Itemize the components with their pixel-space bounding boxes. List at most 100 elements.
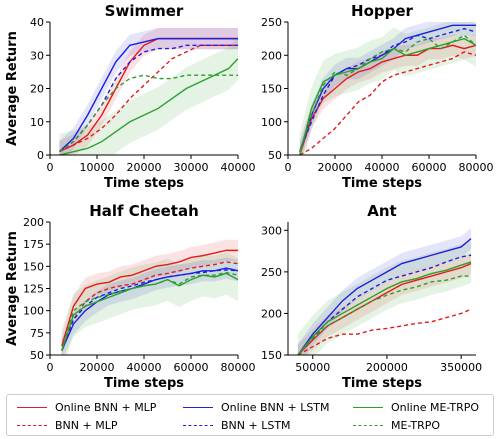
- series-line-online-bnn-mlp: [61, 249, 238, 347]
- chart-title: Swimmer: [105, 2, 184, 20]
- x-tick-label: 60000: [412, 161, 447, 174]
- series-line-me-trpo: [58, 74, 238, 153]
- legend-item-online-bnn-lstm: Online BNN + LSTM: [183, 398, 330, 416]
- plot-area: [297, 227, 472, 355]
- legend-label: Online ME-TRPO: [391, 400, 480, 414]
- band-online-bnn-mlp: [297, 252, 472, 355]
- series-line-online-bnn-lstm: [61, 267, 238, 351]
- plot-area: [58, 27, 238, 155]
- x-tick-label: 20000: [80, 361, 115, 374]
- chart-title: Ant: [367, 202, 396, 220]
- x-tick-label: 20000: [127, 161, 162, 174]
- y-tick-label: 150: [261, 349, 282, 362]
- legend-swatch-online-bnn-lstm: [183, 406, 213, 408]
- x-axis-label: Time steps: [104, 376, 184, 391]
- x-tick-label: 30000: [174, 161, 209, 174]
- plot-area: [61, 239, 238, 355]
- y-axis-label: Average Return: [5, 31, 20, 146]
- series-line-online-me-trpo: [297, 261, 472, 355]
- band-online-me-trpo: [299, 22, 476, 155]
- legend-swatch-bnn-lstm: [183, 424, 213, 426]
- y-tick-label: 20: [30, 83, 44, 96]
- series-line-online-me-trpo: [61, 272, 238, 351]
- y-tick-label: 50: [268, 149, 282, 162]
- x-tick-label: 50000: [295, 361, 330, 374]
- x-axis-label: Time steps: [342, 376, 422, 391]
- legend: Online BNN + MLP BNN + MLP Online BNN + …: [6, 394, 494, 436]
- legend-label: Online BNN + LSTM: [221, 400, 330, 414]
- chart-panel-half-cheetah: 50 75 100 125 150 175 200 0 20000 40000 60000 80000…: [5, 202, 256, 391]
- legend-swatch-online-bnn-mlp: [17, 406, 47, 408]
- band-online-bnn-lstm: [299, 22, 476, 155]
- x-tick-label: 0: [285, 161, 292, 174]
- y-axis-label: Average Return: [5, 231, 20, 346]
- series-line-online-bnn-lstm: [58, 37, 238, 153]
- y-tick-label: 30: [30, 49, 44, 62]
- x-tick-label: 10000: [80, 161, 115, 174]
- x-tick-label: 80000: [221, 361, 256, 374]
- legend-item-bnn-lstm: BNN + LSTM: [183, 416, 291, 434]
- chart-title: Half Cheetah: [89, 202, 199, 220]
- y-tick-label: 50: [30, 349, 44, 362]
- x-tick-label: 40000: [365, 161, 400, 174]
- series-line-bnn-mlp: [299, 51, 476, 155]
- y-tick-label: 150: [261, 83, 282, 96]
- legend-label: Online BNN + MLP: [55, 400, 157, 414]
- series-line-bnn-mlp: [61, 261, 238, 351]
- y-tick-label: 175: [23, 238, 44, 251]
- y-tick-label: 200: [261, 49, 282, 62]
- y-tick-label: 100: [23, 305, 44, 318]
- series-line-online-me-trpo: [59, 58, 238, 155]
- y-tick-label: 125: [23, 283, 44, 296]
- legend-item-me-trpo: ME-TRPO: [353, 416, 440, 434]
- chart-panel-swimmer: 0 10 20 30 40 0 10000 20000 30000 40000 Swimmer Tim…: [5, 2, 256, 191]
- x-tick-label: 0: [47, 161, 54, 174]
- x-axis-label: Time steps: [104, 176, 184, 191]
- legend-swatch-bnn-mlp: [17, 424, 47, 426]
- band-online-me-trpo: [297, 240, 472, 355]
- series-line-online-bnn-mlp: [297, 262, 472, 355]
- band-online-bnn-lstm: [297, 227, 472, 355]
- series-line-online-bnn-lstm: [299, 24, 476, 152]
- y-tick-label: 300: [261, 224, 282, 237]
- x-tick-label: 40000: [221, 161, 256, 174]
- legend-label: BNN + LSTM: [221, 418, 291, 432]
- x-tick-label: 40000: [127, 361, 162, 374]
- series-line-online-bnn-lstm: [297, 238, 472, 355]
- series-line-me-trpo: [61, 271, 238, 351]
- legend-item-online-bnn-mlp: Online BNN + MLP: [17, 398, 156, 416]
- x-tick-label: 20000: [318, 161, 353, 174]
- y-tick-label: 200: [23, 216, 44, 229]
- y-tick-label: 10: [30, 116, 44, 129]
- series-line-bnn-mlp: [297, 308, 472, 355]
- series-line-online-bnn-mlp: [299, 44, 476, 155]
- x-axis-label: Time steps: [342, 176, 422, 191]
- x-tick-label: 80000: [459, 161, 494, 174]
- y-tick-label: 200: [261, 307, 282, 320]
- y-tick-label: 75: [30, 327, 44, 340]
- y-tick-label: 40: [30, 16, 44, 29]
- x-tick-label: 350000: [440, 361, 482, 374]
- chart-title: Hopper: [351, 2, 414, 20]
- x-tick-label: 60000: [174, 361, 209, 374]
- legend-swatch-online-me-trpo: [353, 406, 383, 408]
- y-tick-label: 100: [261, 116, 282, 129]
- y-tick-label: 0: [37, 149, 44, 162]
- y-tick-label: 250: [261, 266, 282, 279]
- legend-label: ME-TRPO: [391, 418, 441, 432]
- chart-panel-ant: 150 200 250 300 50000 200000 350000 Ant Time ste…: [261, 202, 482, 391]
- legend-swatch-me-trpo: [353, 424, 383, 426]
- series-line-bnn-lstm: [61, 269, 238, 351]
- band-online-bnn-lstm: [61, 257, 238, 355]
- series-line-bnn-mlp: [59, 44, 238, 153]
- x-tick-label: 0: [47, 361, 54, 374]
- chart-panel-hopper: 50 100 150 200 250 0 20000 40000 60000 80000 Hoppe…: [261, 2, 494, 191]
- legend-item-online-me-trpo: Online ME-TRPO: [353, 398, 479, 416]
- x-tick-label: 200000: [366, 361, 408, 374]
- y-tick-label: 150: [23, 260, 44, 273]
- legend-item-bnn-mlp: BNN + MLP: [17, 416, 117, 434]
- plot-area: [299, 22, 476, 155]
- series-line-me-trpo: [299, 34, 476, 152]
- series-line-me-trpo: [297, 275, 472, 355]
